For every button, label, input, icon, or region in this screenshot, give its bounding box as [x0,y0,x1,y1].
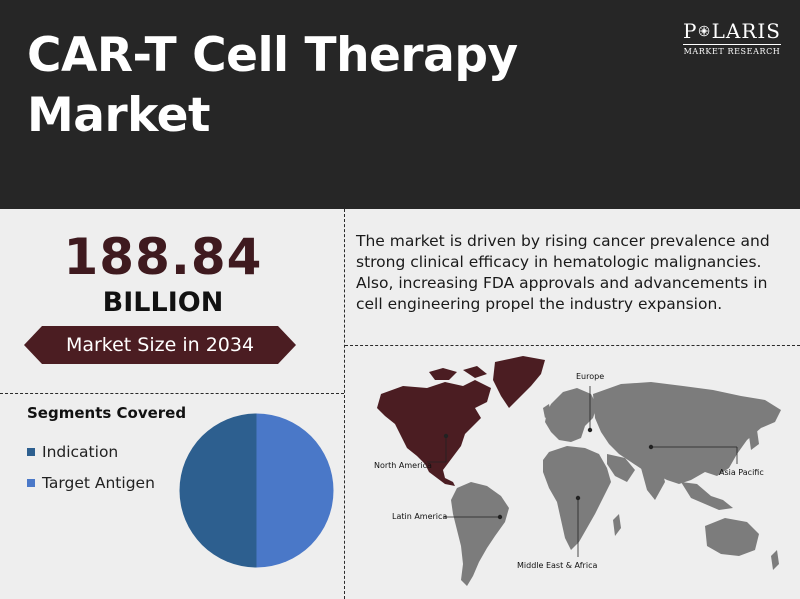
map-north-america [377,380,491,486]
map-india [641,466,665,500]
world-map-graphic [377,356,781,586]
logo-divider [683,44,781,45]
header-band: CAR-T Cell Therapy Market P LARIS MARKET… [0,0,800,209]
page-title: CAR-T Cell Therapy Market [27,26,587,146]
legend-label-target-antigen: Target Antigen [42,474,155,492]
map-uk [543,404,551,418]
title-line-2: Market [27,88,211,143]
polaris-logo: P LARIS MARKET RESEARCH [683,20,781,57]
world-map: North America Europe Asia Pacific Latin … [345,350,800,599]
logo-letters-laris: LARIS [711,19,781,43]
pie-slice-target-antigen [256,413,334,568]
map-japan [749,430,759,450]
title-line-1: CAR-T Cell Therapy [27,28,518,83]
map-europe [545,388,597,442]
market-size-value: 188.84 [63,228,263,286]
left-horizontal-divider [0,393,344,394]
segments-pie-chart [179,413,334,568]
vertical-divider [344,209,345,599]
legend-item-indication: Indication [27,442,118,462]
map-label-europe: Europe [576,372,605,381]
legend-swatch-indication [27,448,35,456]
pie-slice-indication [179,413,257,568]
market-size-unit: BILLION [102,287,224,318]
map-new-zealand [771,550,779,570]
banner-shape [24,326,296,364]
map-latin-america [451,482,509,586]
logo-letter-p: P [683,19,698,43]
logo-wordmark: P LARIS [683,20,781,42]
right-horizontal-divider [345,345,800,346]
legend-label-indication: Indication [42,443,119,461]
market-size-banner: Market Size in 2034 [24,326,296,364]
map-label-asia-pacific: Asia Pacific [719,468,764,477]
market-description: The market is driven by rising cancer pr… [356,232,770,313]
map-australia [705,518,759,556]
map-arctic-islands [429,366,487,380]
logo-subtitle: MARKET RESEARCH [683,47,781,56]
map-label-north-america: North America [374,461,432,470]
map-arabia [607,454,635,482]
segments-title: Segments Covered [27,404,187,422]
map-southeast-asia [681,482,733,510]
legend-item-target-antigen: Target Antigen [27,473,155,493]
compass-star-icon [699,25,711,37]
legend-swatch-target-antigen [27,479,35,487]
banner-caption: Market Size in 2034 [65,334,255,356]
map-madagascar [613,514,621,536]
map-label-latin-america: Latin America [392,512,448,521]
map-asia [593,382,781,484]
map-label-middle-east-africa: Middle East & Africa [517,561,598,570]
map-greenland [493,356,545,408]
